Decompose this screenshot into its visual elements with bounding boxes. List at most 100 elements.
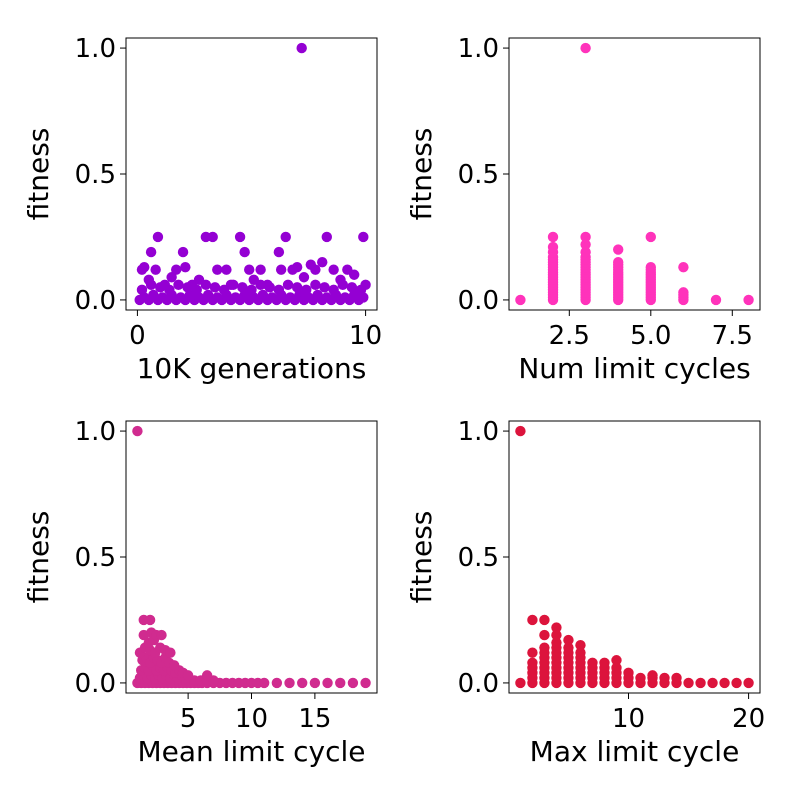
- y-tick-label: 0.0: [75, 669, 116, 699]
- data-point: [180, 261, 191, 273]
- data-point: [563, 634, 574, 646]
- y-tick-label: 1.0: [458, 34, 499, 64]
- data-point: [273, 284, 285, 296]
- data-point: [297, 677, 308, 689]
- data-point: [291, 261, 303, 273]
- y-tick-label: 1.0: [75, 417, 116, 447]
- data-point: [168, 660, 180, 671]
- x-tick-label: 15: [298, 704, 331, 734]
- data-point: [310, 279, 321, 291]
- data-points: [515, 425, 754, 689]
- data-point: [707, 677, 718, 689]
- x-axis-label: Num limit cycles: [518, 352, 750, 385]
- data-point: [710, 294, 722, 306]
- data-point: [539, 642, 550, 653]
- data-point: [291, 282, 303, 293]
- x-tick-label: 10: [612, 704, 645, 734]
- data-point: [683, 677, 694, 689]
- data-point: [527, 657, 538, 668]
- data-point: [611, 662, 622, 674]
- x-axis-label: 10K generations: [137, 352, 367, 385]
- data-point: [547, 231, 559, 243]
- data-point: [580, 42, 591, 54]
- data-point: [132, 425, 143, 437]
- data-point: [731, 677, 742, 689]
- y-tick-label: 1.0: [75, 34, 116, 64]
- data-point: [282, 279, 294, 291]
- data-point: [515, 677, 526, 689]
- data-points: [515, 42, 754, 306]
- data-point: [201, 670, 213, 681]
- data-point: [347, 677, 359, 689]
- data-point: [321, 231, 332, 243]
- data-point: [515, 425, 526, 437]
- data-point: [645, 261, 656, 273]
- data-point: [284, 677, 295, 689]
- data-point: [695, 677, 706, 689]
- data-point: [580, 246, 591, 258]
- data-point: [360, 279, 371, 291]
- data-point: [166, 272, 177, 283]
- data-point: [623, 667, 634, 679]
- data-point: [150, 264, 161, 275]
- data-point: [156, 629, 167, 641]
- data-point: [613, 244, 624, 255]
- data-point: [563, 642, 574, 653]
- data-point: [207, 231, 218, 243]
- data-point: [575, 639, 586, 651]
- data-point: [258, 677, 270, 689]
- y-tick-label: 0.5: [75, 543, 116, 573]
- data-point: [671, 672, 682, 684]
- y-tick-label: 0.0: [458, 669, 499, 699]
- data-point: [551, 637, 562, 648]
- data-point: [360, 677, 371, 689]
- data-point: [273, 246, 285, 258]
- data-point: [136, 284, 148, 296]
- data-point: [539, 614, 550, 626]
- x-tick-label: 10: [349, 321, 382, 351]
- data-point: [246, 284, 257, 296]
- data-point: [645, 231, 656, 243]
- data-point: [212, 264, 223, 275]
- data-point: [319, 282, 330, 293]
- data-point: [580, 231, 591, 243]
- y-tick-label: 1.0: [458, 417, 499, 447]
- data-point: [309, 677, 321, 689]
- data-point: [145, 246, 157, 258]
- x-tick-label: 0: [129, 321, 146, 351]
- data-point: [165, 647, 176, 658]
- data-point: [580, 239, 591, 250]
- data-point: [551, 629, 562, 641]
- data-point: [182, 670, 194, 681]
- data-point: [635, 672, 646, 684]
- data-point: [225, 279, 237, 291]
- data-point: [539, 629, 550, 641]
- data-point: [239, 246, 250, 258]
- data-points: [134, 42, 371, 306]
- data-point: [275, 264, 287, 275]
- data-point: [515, 294, 526, 306]
- y-axis-label: fitness: [405, 511, 438, 604]
- y-tick-label: 0.5: [75, 160, 116, 190]
- data-point: [171, 264, 182, 275]
- data-point: [659, 672, 670, 684]
- data-point: [647, 670, 658, 681]
- data-points: [132, 425, 371, 689]
- data-point: [346, 282, 358, 293]
- data-point: [611, 655, 622, 666]
- data-point: [322, 677, 333, 689]
- data-point: [177, 246, 189, 258]
- data-point: [234, 231, 246, 243]
- data-point: [587, 657, 598, 668]
- x-tick-label: 2.5: [549, 321, 590, 351]
- data-point: [144, 614, 156, 626]
- data-point: [551, 622, 562, 633]
- data-point: [613, 256, 624, 268]
- x-tick-label: 7.5: [712, 321, 753, 351]
- data-point: [221, 264, 232, 275]
- data-point: [335, 677, 346, 689]
- y-tick-label: 0.5: [458, 160, 499, 190]
- data-point: [599, 657, 610, 668]
